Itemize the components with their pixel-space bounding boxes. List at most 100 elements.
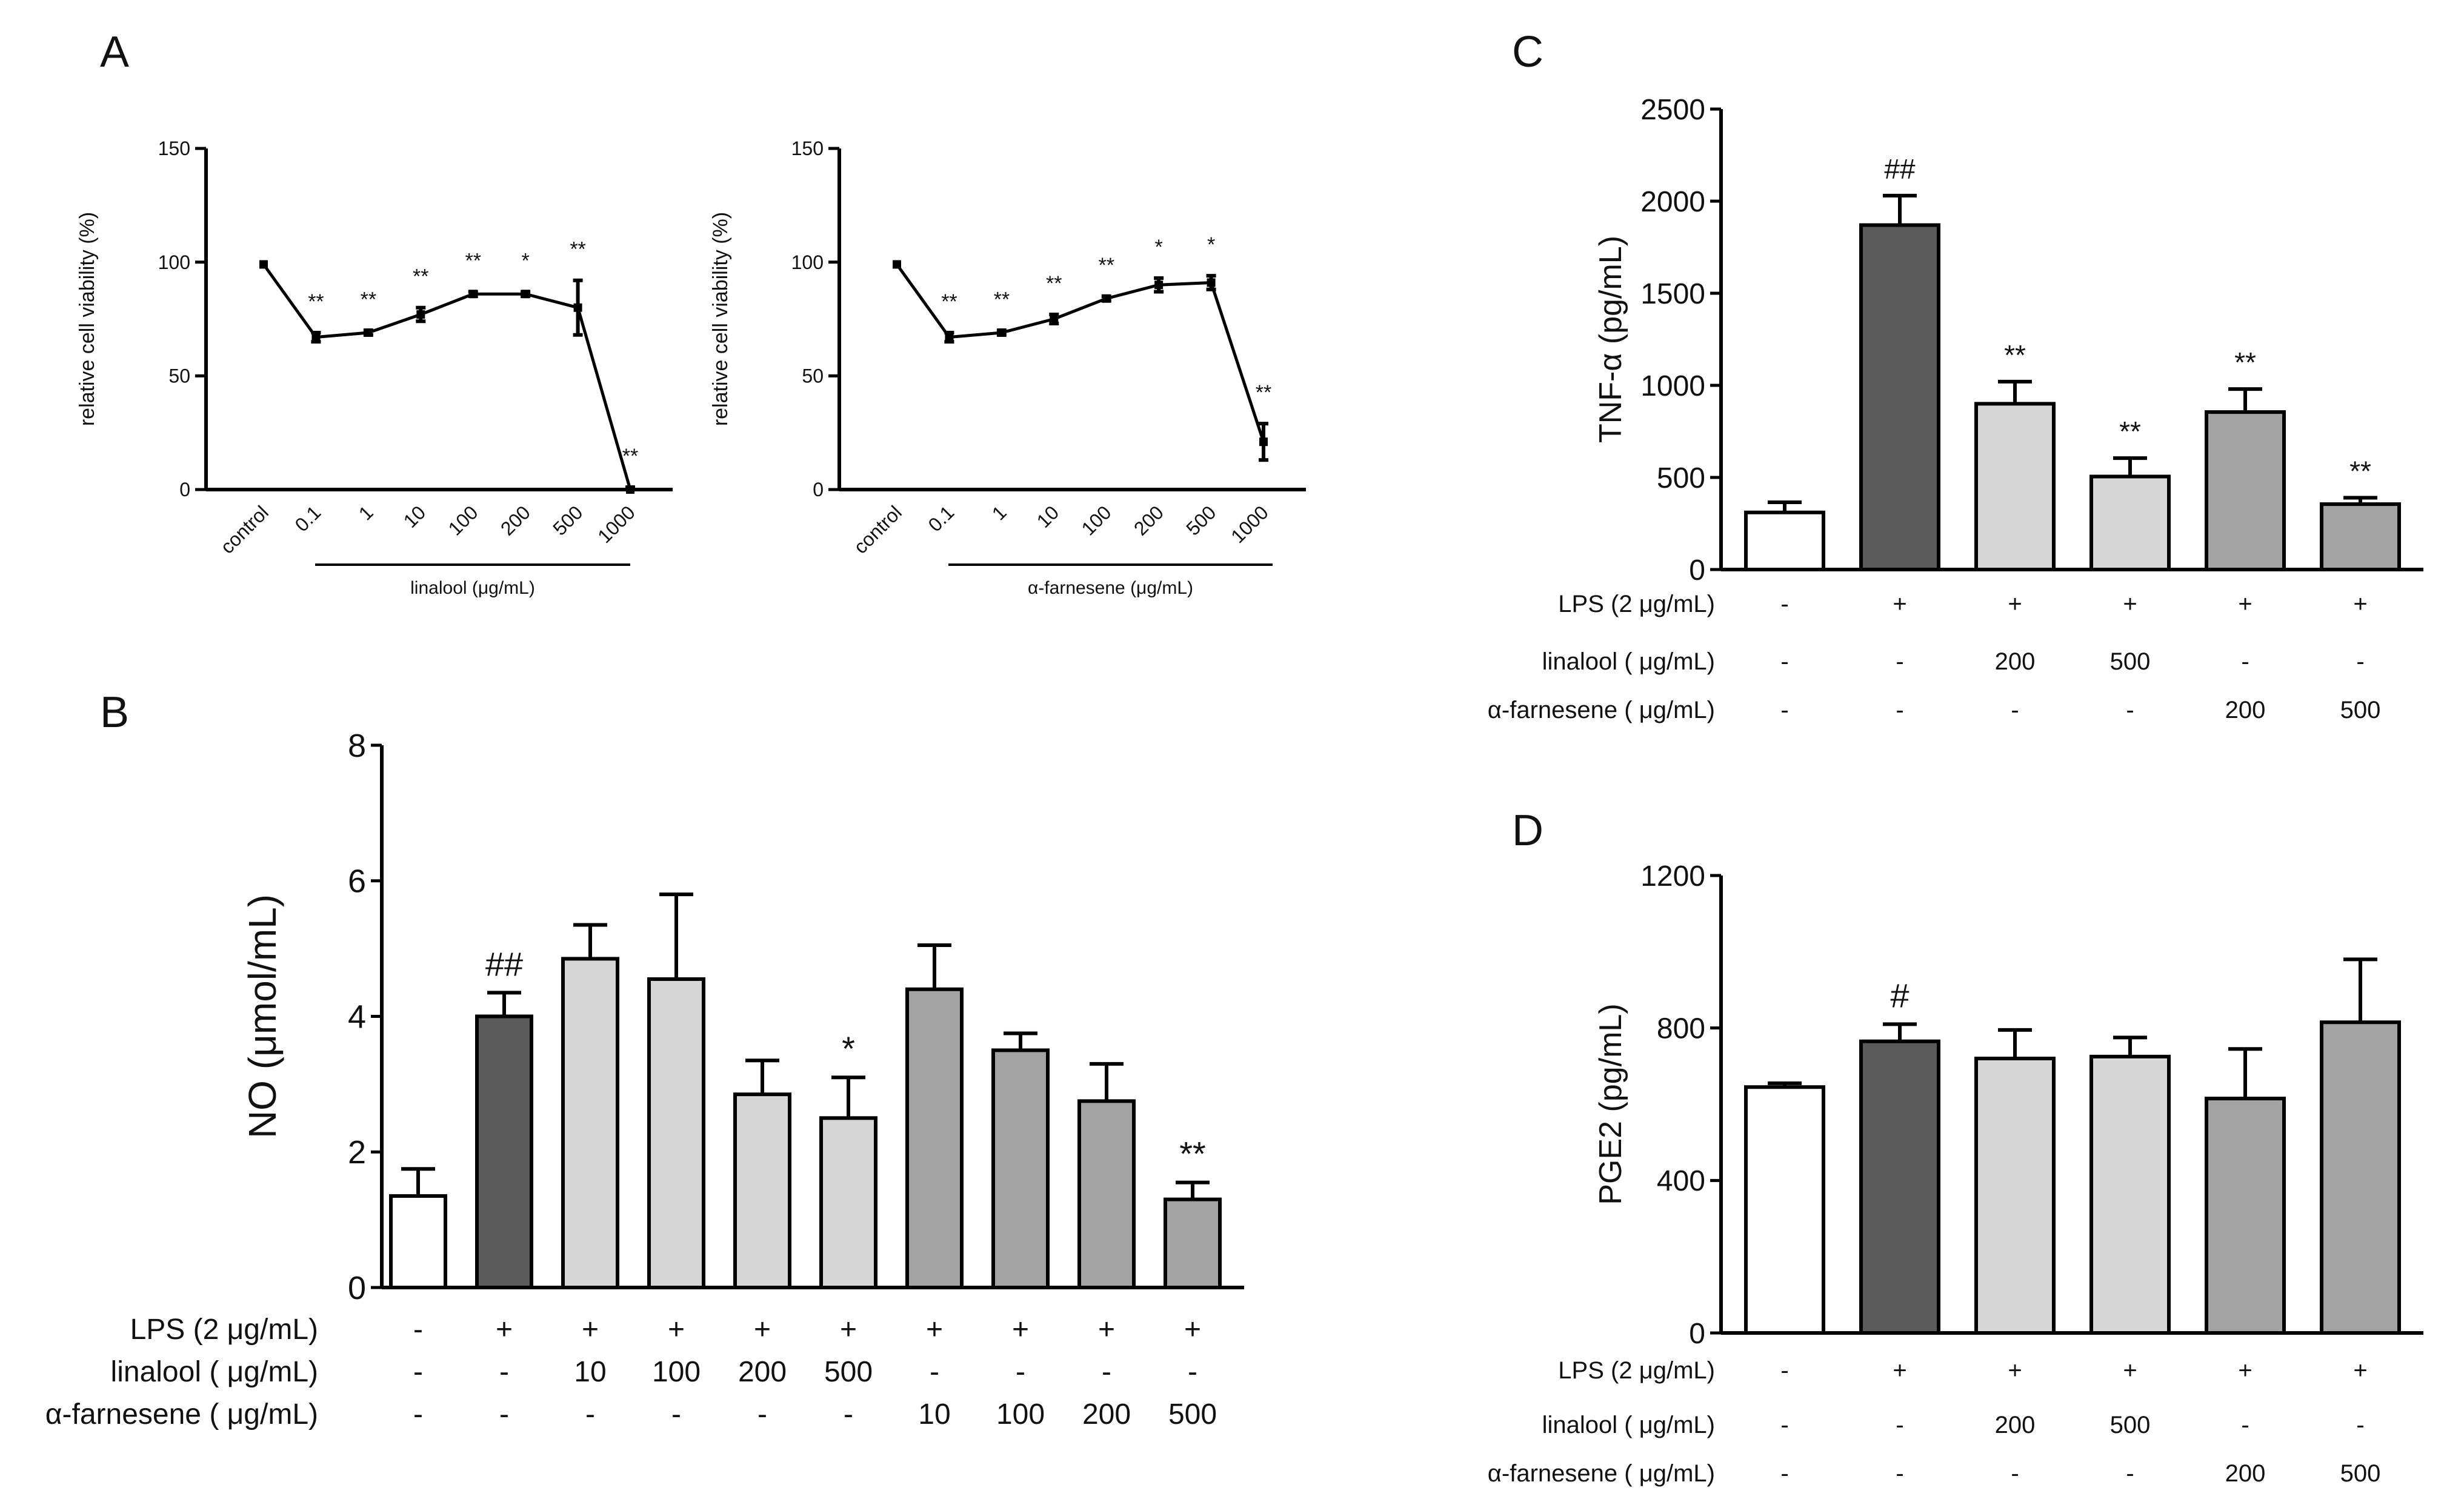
- chart-a1-annotation: **: [413, 265, 428, 288]
- chart-c-row-value: 200: [1995, 648, 2036, 675]
- chart-d-row-value: -: [2241, 1412, 2249, 1438]
- chart-a1-y-tick-label: 50: [168, 365, 190, 387]
- chart-a1-point: [311, 333, 321, 342]
- chart-c-y-tick-label: 2500: [1640, 94, 1705, 126]
- chart-b-row-value: +: [926, 1314, 943, 1346]
- chart-b-bar: [475, 1014, 533, 1289]
- chart-b-row-value: -: [1102, 1356, 1111, 1388]
- chart-c-bar: [1744, 510, 1825, 572]
- chart-d-row-value: -: [2126, 1460, 2134, 1487]
- chart-d-bar: [1744, 1085, 1825, 1335]
- chart-a1-x-tick-label: 100: [444, 501, 482, 539]
- chart-d-row-value: -: [2011, 1460, 2019, 1487]
- chart-a2-x-tick-label: control: [850, 501, 906, 557]
- chart-d-row-value: 500: [2110, 1412, 2151, 1438]
- chart-b-annotation: **: [1179, 1135, 1206, 1173]
- chart-b-row-value: 200: [1082, 1398, 1131, 1431]
- chart-d-row-value: -: [1896, 1412, 1903, 1438]
- chart-d-bar: [1974, 1057, 2056, 1335]
- chart-d-row-value: +: [1893, 1357, 1906, 1384]
- chart-b-bar: [819, 1116, 877, 1289]
- chart-b-row-value: 200: [738, 1356, 787, 1388]
- chart-a1-point: [259, 260, 268, 269]
- chart-b-bar: [1164, 1197, 1222, 1289]
- chart-b-y-tick-label: 8: [348, 728, 366, 764]
- chart-a2-x-tick-label: 100: [1077, 501, 1115, 539]
- chart-c-row-value: +: [2008, 591, 2022, 617]
- chart-a1-annotation: **: [361, 288, 376, 311]
- chart-b-row-value: +: [754, 1314, 771, 1346]
- chart-c-row-value: -: [1780, 648, 1788, 675]
- chart-a1-linalool-viability: 0 50 100 150 relative cell viability (%) cont…: [76, 138, 673, 598]
- chart-d-bar: [2320, 1020, 2401, 1335]
- chart-d-y-tick-label: 400: [1657, 1165, 1705, 1197]
- chart-c-row-value: +: [1893, 591, 1906, 617]
- chart-b-bar: [733, 1092, 791, 1289]
- panel-label-b: B: [100, 688, 129, 737]
- chart-a2-point: [1154, 281, 1164, 290]
- chart-a1-annotation: **: [570, 238, 585, 261]
- chart-c-row-label: α-farnesene ( μg/mL): [1488, 697, 1715, 723]
- chart-c-bar: [2320, 502, 2401, 572]
- chart-d-row-label: LPS (2 μg/mL): [1558, 1357, 1715, 1384]
- chart-a2-y-label: relative cell viability (%): [709, 212, 732, 426]
- chart-a2-annotation: *: [1207, 233, 1215, 256]
- chart-d-y-tick-label: 1200: [1640, 860, 1705, 892]
- chart-b-row-value: 100: [652, 1356, 701, 1388]
- chart-c-y-tick-label: 0: [1689, 554, 1705, 587]
- chart-d-bar: [1859, 1039, 1940, 1335]
- chart-c-annotation: **: [2234, 347, 2256, 378]
- chart-c-bar: [1859, 223, 1940, 571]
- chart-a2-point: [945, 333, 954, 342]
- chart-a2-point: [1207, 278, 1216, 287]
- chart-d-y-tick-label: 800: [1657, 1012, 1705, 1045]
- chart-a1-point: [573, 303, 582, 312]
- chart-b-annotation: ##: [485, 945, 523, 983]
- chart-a1-x-tick-label: 200: [496, 501, 534, 539]
- chart-c-bar: [1974, 402, 2056, 572]
- chart-a2-series-line: [895, 263, 1265, 442]
- chart-c-row-value: +: [2123, 591, 2137, 617]
- chart-b-row-value: -: [1016, 1356, 1025, 1388]
- chart-b-row-value: -: [930, 1356, 939, 1388]
- chart-d-row-value: -: [1780, 1357, 1788, 1384]
- chart-b-row-value: +: [668, 1314, 685, 1346]
- chart-a1-x-tick-label: 0.1: [290, 501, 325, 536]
- chart-b-row-value: -: [499, 1398, 509, 1431]
- chart-a1-annotation: **: [622, 445, 638, 468]
- chart-c-row-value: -: [2241, 648, 2249, 675]
- chart-b-bar: [389, 1194, 447, 1289]
- chart-a1-point: [521, 290, 530, 299]
- chart-a1-annotation: **: [308, 290, 324, 313]
- chart-a2-y-tick-label: 50: [802, 365, 824, 387]
- chart-c-row-value: -: [2011, 697, 2019, 723]
- chart-b-row-value: 100: [996, 1398, 1045, 1431]
- chart-c-y-tick-label: 500: [1657, 462, 1705, 494]
- chart-c-y-tick-label: 1000: [1640, 370, 1705, 402]
- chart-b-row-value: +: [496, 1314, 513, 1346]
- chart-b-y-tick-label: 2: [348, 1134, 366, 1171]
- chart-b-row-value: -: [758, 1398, 767, 1431]
- chart-b-row-label: LPS (2 μg/mL): [130, 1314, 318, 1346]
- chart-c-row-value: -: [1896, 697, 1903, 723]
- chart-b-row-label: linalool ( μg/mL): [111, 1356, 318, 1388]
- chart-a2-annotation: **: [941, 290, 957, 313]
- chart-a2-farnesene-viability: 0 50 100 150 relative cell viability (%) cont…: [709, 138, 1306, 598]
- chart-d-bar: [2089, 1054, 2171, 1335]
- chart-b-row-value: +: [1098, 1314, 1115, 1346]
- chart-d-y-tick-label: 0: [1689, 1318, 1705, 1350]
- chart-c-y-tick-label: 1500: [1640, 278, 1705, 310]
- chart-a1-point: [626, 485, 634, 494]
- chart-b-row-value: 10: [574, 1356, 606, 1388]
- chart-b-row-value: -: [499, 1356, 509, 1388]
- chart-a2-y-tick-label: 150: [791, 138, 824, 159]
- chart-c-annotation: **: [2004, 339, 2026, 371]
- chart-a1-y-tick-label: 150: [158, 138, 190, 159]
- chart-b-row-label: α-farnesene ( μg/mL): [45, 1398, 318, 1431]
- chart-c-row-value: -: [2126, 697, 2134, 723]
- chart-d-annotation: #: [1890, 976, 1909, 1014]
- chart-b-row-value: +: [1184, 1314, 1201, 1346]
- chart-c-y-label: TNF-α (pg/mL): [1593, 236, 1628, 443]
